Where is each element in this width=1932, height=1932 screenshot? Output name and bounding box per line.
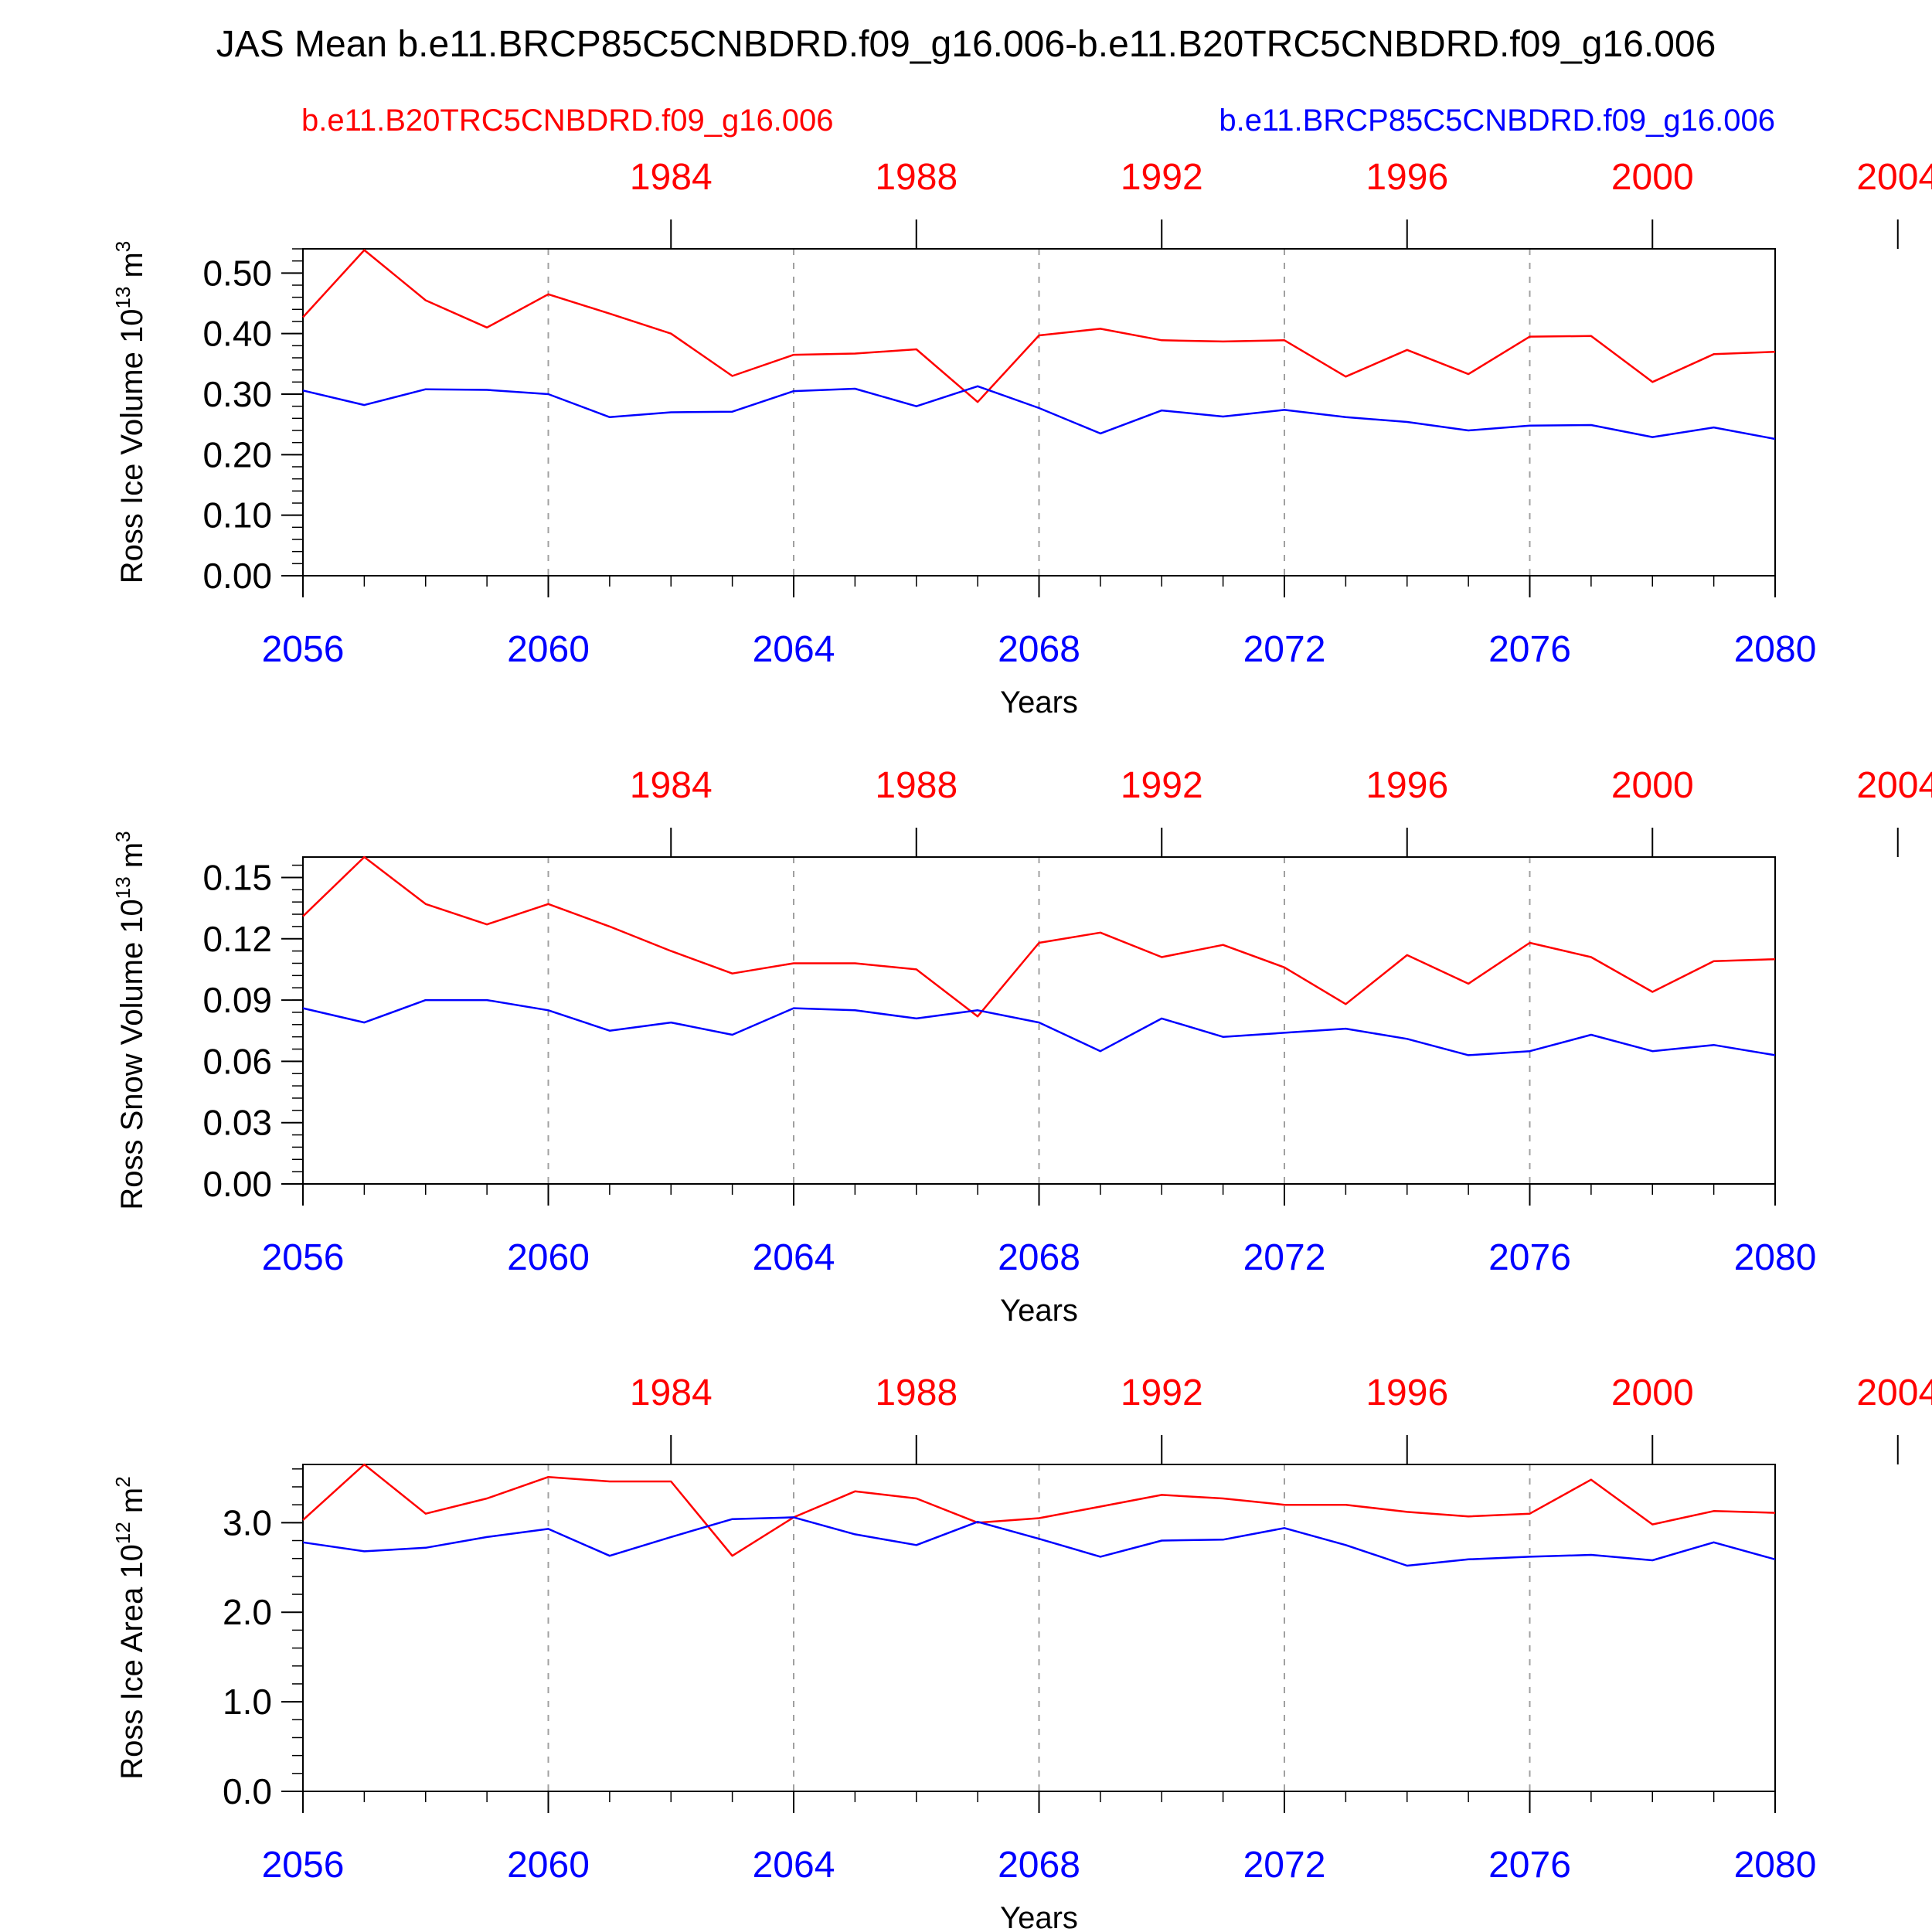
x-tick-label-bottom: 2076 (1488, 1237, 1571, 1278)
x-tick-label-top: 1988 (875, 1372, 957, 1413)
red-case-label: b.e11.B20TRC5CNBDRD.f09_g16.006 (301, 104, 834, 138)
x-tick-label-bottom: 2072 (1243, 1237, 1326, 1278)
x-tick-label-top: 2004 (1856, 1372, 1932, 1413)
y-tick-label: 0.00 (202, 1164, 272, 1204)
main-title: JAS Mean b.e11.BRCP85C5CNBDRD.f09_g16.00… (216, 24, 1716, 65)
y-tick-label: 0.20 (202, 434, 272, 474)
x-tick-label-bottom: 2068 (998, 629, 1080, 670)
x-tick-label-bottom: 2056 (262, 1237, 345, 1278)
x-tick-label-top: 1996 (1366, 1372, 1448, 1413)
x-tick-label-top: 2004 (1856, 765, 1932, 806)
x-tick-label-top: 1996 (1366, 157, 1448, 198)
x-tick-label-bottom: 2060 (507, 629, 590, 670)
x-tick-label-bottom: 2080 (1734, 629, 1817, 670)
y-tick-label: 0.0 (223, 1771, 272, 1811)
x-tick-label-top: 2000 (1611, 1372, 1694, 1413)
y-axis-label: Ross Ice Area 1012 m2 (111, 1476, 149, 1779)
panels: 0.00 0.10 0.20 0.30 0.40 0.50 2056 2060 2064 2068… (111, 157, 1932, 1932)
y-tick-label: 0.30 (202, 374, 272, 414)
x-tick-label-top: 1992 (1121, 157, 1203, 198)
x-axis-label: Years (1000, 1294, 1078, 1328)
series-line-blue (302, 998, 1776, 1056)
x-tick-label-top: 1984 (630, 765, 713, 806)
y-tick-label: 0.10 (202, 495, 272, 536)
y-tick-label: 0.09 (202, 980, 272, 1020)
y-tick-label: 0.06 (202, 1041, 272, 1081)
y-tick-label: 2.0 (223, 1592, 272, 1632)
x-tick-label-bottom: 2076 (1488, 629, 1571, 670)
plot-frame (302, 1464, 1776, 1792)
plot-frame (302, 856, 1776, 1185)
x-tick-label-bottom: 2072 (1243, 1845, 1326, 1886)
y-axis-label: Ross Ice Volume 1013 m3 (111, 241, 149, 584)
series-line-red (302, 855, 1776, 1018)
x-tick-label-bottom: 2068 (998, 1845, 1080, 1886)
y-tick-label: 0.50 (202, 253, 272, 293)
x-tick-label-top: 1984 (630, 1372, 713, 1413)
y-tick-label: 0.15 (202, 857, 272, 897)
series-line-blue (302, 1516, 1776, 1567)
plot-frame (302, 248, 1776, 577)
x-tick-label-bottom: 2060 (507, 1237, 590, 1278)
x-tick-label-bottom: 2076 (1488, 1845, 1571, 1886)
x-tick-label-bottom: 2072 (1243, 629, 1326, 670)
x-tick-label-top: 1984 (630, 157, 713, 198)
x-tick-label-bottom: 2064 (753, 629, 835, 670)
x-tick-label-bottom: 2060 (507, 1845, 590, 1886)
x-axis-label: Years (1000, 685, 1078, 719)
x-axis-label: Years (1000, 1901, 1078, 1932)
x-tick-label-top: 2000 (1611, 157, 1694, 198)
y-tick-label: 0.40 (202, 314, 272, 354)
y-axis-label: Ross Snow Volume 1013 m3 (111, 831, 149, 1209)
x-tick-label-top: 1996 (1366, 765, 1448, 806)
series-line-red (302, 249, 1776, 403)
x-tick-label-top: 1988 (875, 157, 957, 198)
y-tick-label: 3.0 (223, 1502, 272, 1543)
panel-3: 0.0 1.0 2.0 3.0 2056 2060 2064 2068 2072 2076 2080… (111, 1372, 1932, 1932)
panel-1: 0.00 0.10 0.20 0.30 0.40 0.50 2056 2060 2064 2068… (111, 157, 1932, 719)
x-tick-label-top: 1992 (1121, 1372, 1203, 1413)
series-line-blue (302, 385, 1776, 440)
y-tick-label: 0.12 (202, 919, 272, 959)
x-tick-label-top: 2000 (1611, 765, 1694, 806)
x-tick-label-bottom: 2080 (1734, 1845, 1817, 1886)
y-tick-label: 0.00 (202, 556, 272, 596)
panel-2: 0.00 0.03 0.06 0.09 0.12 0.15 2056 2060 2064 2068… (111, 765, 1932, 1328)
x-tick-label-bottom: 2064 (753, 1237, 835, 1278)
x-tick-label-bottom: 2068 (998, 1237, 1080, 1278)
x-tick-label-bottom: 2064 (753, 1845, 835, 1886)
x-tick-label-bottom: 2080 (1734, 1237, 1817, 1278)
blue-case-label: b.e11.BRCP85C5CNBDRD.f09_g16.006 (1219, 104, 1775, 138)
x-tick-label-bottom: 2056 (262, 629, 345, 670)
series-line-red (302, 1463, 1776, 1557)
x-tick-label-top: 1988 (875, 765, 957, 806)
x-tick-label-top: 2004 (1856, 157, 1932, 198)
y-tick-label: 0.03 (202, 1103, 272, 1143)
y-tick-label: 1.0 (223, 1682, 272, 1722)
x-tick-label-bottom: 2056 (262, 1845, 345, 1886)
x-tick-label-top: 1992 (1121, 765, 1203, 806)
